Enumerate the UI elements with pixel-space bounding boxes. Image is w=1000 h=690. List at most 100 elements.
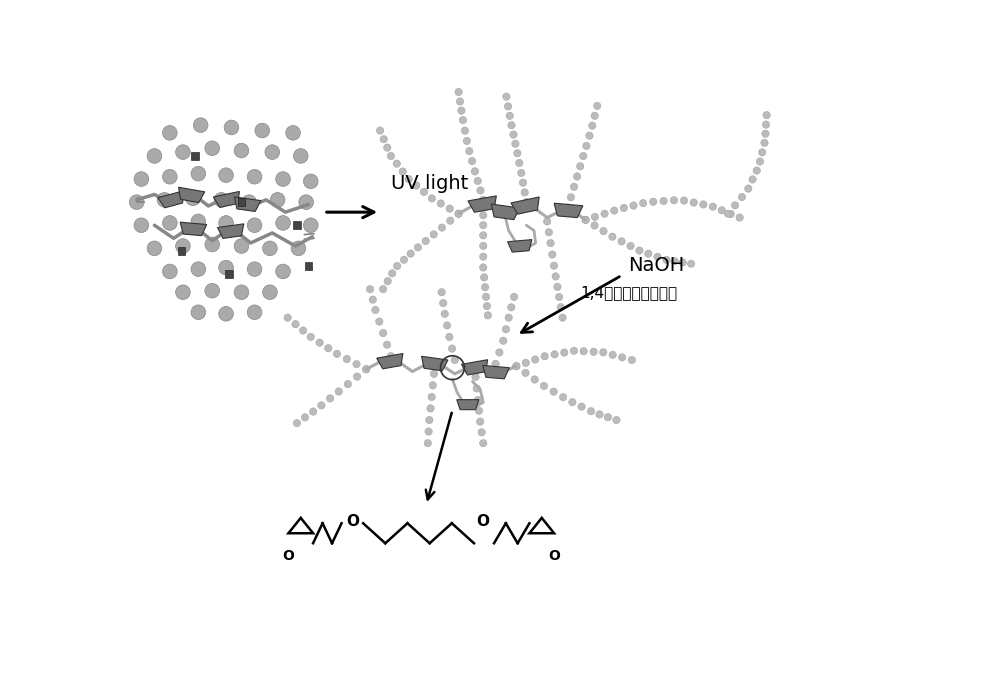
Circle shape xyxy=(405,175,412,183)
Circle shape xyxy=(343,355,351,363)
Text: O: O xyxy=(477,513,490,529)
Circle shape xyxy=(480,196,487,204)
Circle shape xyxy=(763,112,770,119)
Circle shape xyxy=(400,256,408,264)
Circle shape xyxy=(480,212,487,219)
Circle shape xyxy=(618,238,625,245)
Circle shape xyxy=(448,345,456,352)
Circle shape xyxy=(428,195,436,202)
Circle shape xyxy=(265,145,280,159)
Circle shape xyxy=(134,172,149,186)
Circle shape xyxy=(326,395,334,402)
Circle shape xyxy=(480,253,487,260)
Circle shape xyxy=(186,191,200,206)
Circle shape xyxy=(483,302,491,310)
Circle shape xyxy=(284,314,291,322)
Circle shape xyxy=(205,141,220,155)
Circle shape xyxy=(376,127,384,135)
Circle shape xyxy=(630,202,637,209)
Circle shape xyxy=(234,144,249,158)
Circle shape xyxy=(471,168,479,175)
Circle shape xyxy=(451,356,458,364)
Circle shape xyxy=(727,210,734,217)
Circle shape xyxy=(219,306,233,321)
Circle shape xyxy=(446,205,453,213)
Circle shape xyxy=(369,296,376,304)
Circle shape xyxy=(459,117,467,124)
Circle shape xyxy=(550,388,557,395)
Circle shape xyxy=(554,283,561,290)
Circle shape xyxy=(550,262,558,269)
Circle shape xyxy=(753,167,760,175)
Polygon shape xyxy=(468,196,496,213)
Circle shape xyxy=(745,185,752,193)
Circle shape xyxy=(466,148,473,155)
Circle shape xyxy=(422,237,429,245)
Circle shape xyxy=(583,142,590,150)
Circle shape xyxy=(393,262,401,270)
Circle shape xyxy=(191,214,206,228)
Circle shape xyxy=(590,348,597,355)
Circle shape xyxy=(724,210,732,217)
Circle shape xyxy=(761,139,768,146)
Circle shape xyxy=(205,284,220,298)
Circle shape xyxy=(441,310,448,317)
Circle shape xyxy=(286,126,300,140)
Polygon shape xyxy=(508,239,532,252)
Circle shape xyxy=(596,411,603,418)
Circle shape xyxy=(191,262,206,277)
FancyBboxPatch shape xyxy=(238,198,245,206)
Circle shape xyxy=(299,327,307,334)
Circle shape xyxy=(293,148,308,164)
Circle shape xyxy=(372,306,379,314)
Circle shape xyxy=(756,158,764,165)
Circle shape xyxy=(552,273,559,280)
Polygon shape xyxy=(377,353,403,369)
Circle shape xyxy=(384,277,391,285)
Circle shape xyxy=(567,194,575,201)
Circle shape xyxy=(438,288,445,296)
Circle shape xyxy=(718,206,725,214)
Circle shape xyxy=(214,193,229,207)
Circle shape xyxy=(427,405,434,412)
Circle shape xyxy=(407,250,414,257)
Circle shape xyxy=(671,257,678,265)
Circle shape xyxy=(224,120,239,135)
Circle shape xyxy=(522,369,529,377)
Circle shape xyxy=(591,112,598,119)
Polygon shape xyxy=(158,191,184,208)
Circle shape xyxy=(577,163,584,170)
Circle shape xyxy=(591,221,598,229)
Circle shape xyxy=(446,333,453,341)
Text: NaOH: NaOH xyxy=(628,257,684,275)
Circle shape xyxy=(299,195,313,210)
Circle shape xyxy=(559,393,567,401)
Circle shape xyxy=(292,320,299,328)
Circle shape xyxy=(522,359,529,366)
Circle shape xyxy=(383,341,391,348)
Circle shape xyxy=(519,179,527,186)
Circle shape xyxy=(425,428,432,435)
Polygon shape xyxy=(179,187,205,202)
Circle shape xyxy=(176,285,190,299)
Circle shape xyxy=(219,260,233,275)
Polygon shape xyxy=(554,204,583,217)
FancyBboxPatch shape xyxy=(178,247,185,255)
Polygon shape xyxy=(483,366,509,379)
Circle shape xyxy=(502,326,510,333)
Circle shape xyxy=(455,88,462,96)
Circle shape xyxy=(307,333,314,341)
Circle shape xyxy=(353,373,361,380)
Circle shape xyxy=(147,148,162,164)
Circle shape xyxy=(388,270,396,277)
Polygon shape xyxy=(422,356,448,371)
Circle shape xyxy=(759,148,766,156)
Circle shape xyxy=(555,293,563,301)
Circle shape xyxy=(293,420,301,427)
Circle shape xyxy=(276,172,290,186)
Circle shape xyxy=(163,215,177,230)
Circle shape xyxy=(513,362,520,370)
Circle shape xyxy=(600,228,607,235)
Circle shape xyxy=(700,201,707,208)
Circle shape xyxy=(376,318,383,325)
